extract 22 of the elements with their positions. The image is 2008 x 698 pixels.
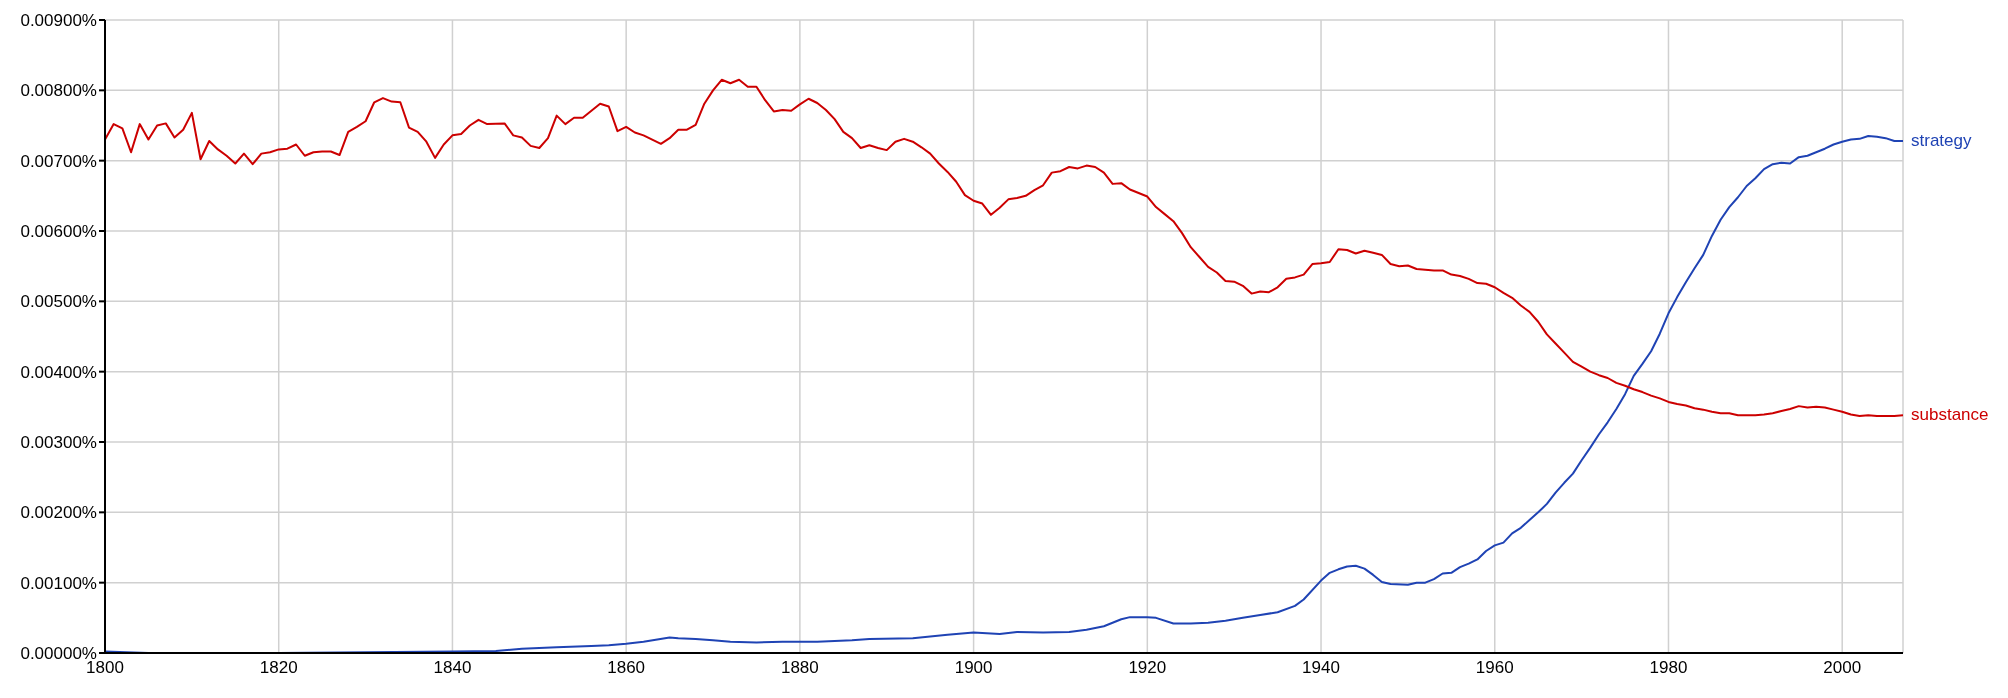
- y-tick-label: 0.00600%: [20, 222, 97, 242]
- x-tick-label: 2000: [1823, 658, 1862, 678]
- y-tick-label: 0.00400%: [20, 362, 97, 382]
- series-label: substance: [1911, 405, 1989, 425]
- y-tick-label: 0.00900%: [20, 11, 97, 31]
- x-tick-label: 1880: [780, 658, 819, 678]
- y-tick-label: 0.00100%: [20, 573, 97, 593]
- x-tick-label: 1860: [607, 658, 646, 678]
- x-tick-label: 1960: [1475, 658, 1514, 678]
- y-tick-label: 0.00300%: [20, 433, 97, 453]
- x-tick-label: 1840: [433, 658, 472, 678]
- x-tick-label: 1980: [1649, 658, 1688, 678]
- x-tick-label: 1920: [1128, 658, 1167, 678]
- x-tick-label: 1900: [954, 658, 993, 678]
- y-tick-label: 0.00200%: [20, 503, 97, 523]
- y-tick-label: 0.00700%: [20, 151, 97, 171]
- y-tick-label: 0.00500%: [20, 292, 97, 312]
- series-label: strategy: [1911, 130, 1972, 150]
- y-tick-label: 0.00800%: [20, 81, 97, 101]
- x-tick-label: 1820: [259, 658, 298, 678]
- x-tick-label: 1940: [1302, 658, 1340, 678]
- line-series: [105, 78, 1903, 417]
